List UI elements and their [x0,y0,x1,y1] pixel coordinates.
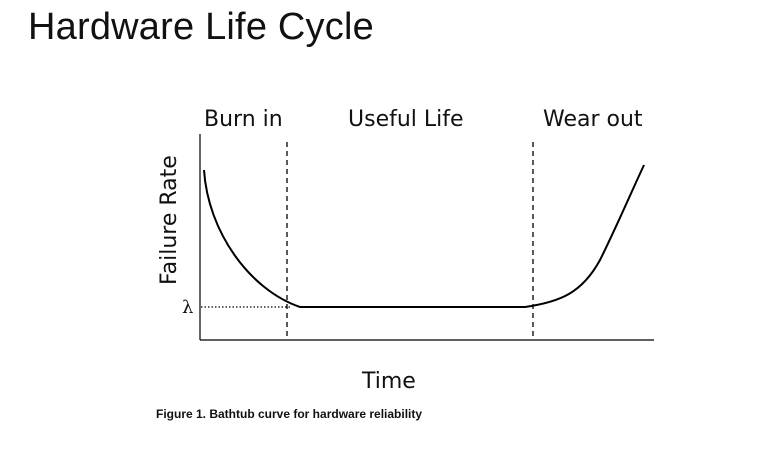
phase-label-wear-out: Wear out [543,107,643,132]
phase-label-burn-in: Burn in [204,107,283,132]
x-axis-label: Time [361,369,416,394]
figure-caption: Figure 1. Bathtub curve for hardware rel… [156,407,423,421]
lambda-label: λ [182,297,193,318]
phase-label-useful-life: Useful Life [348,107,464,132]
bathtub-curve [203,164,645,308]
y-axis-label: Failure Rate [157,155,182,285]
slide-title: Hardware Life Cycle [28,6,374,48]
